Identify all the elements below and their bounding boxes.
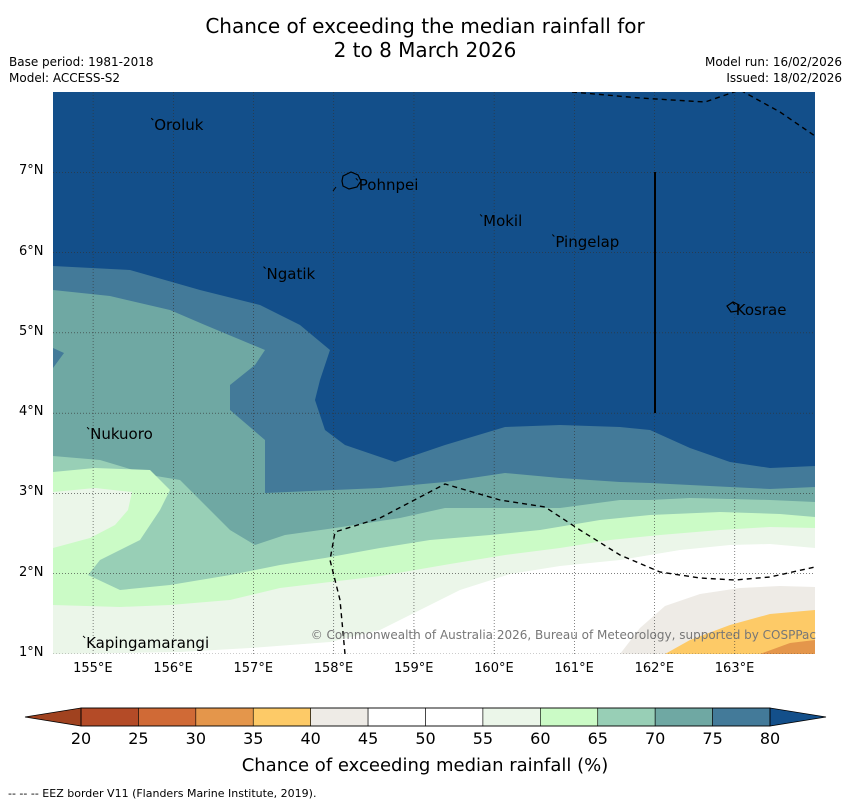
colorbar-cell [425,707,484,727]
band-45-55 [53,544,815,654]
place-label: Oroluk [154,116,204,135]
lon-tick-label: 156°E [153,661,193,676]
place-label: Kapingamarangi [86,633,210,652]
place-label: Pingelap [555,232,620,251]
colorbar-tick: 55 [472,729,494,748]
issued-label: Issued: 18/02/2026 [726,71,842,85]
place-marker [732,302,736,306]
colorbar-cell [310,707,369,727]
lon-tick-label: 158°E [313,661,354,676]
band-55-60-west-pocket [53,488,132,548]
colorbar-tick: 70 [644,729,666,748]
pohnpei-island-icon [341,171,362,190]
pohnpei-offshore-mark [332,186,337,192]
colorbar-frame [80,707,771,727]
colorbar-tick: 20 [70,729,92,748]
lon-tick-label: 162°E [634,661,675,676]
band-30-35 [760,640,815,654]
lon-tick-label: 157°E [233,661,274,676]
base-period-label: Base period: 1981-2018 [9,55,154,69]
colorbar-cell [138,707,197,727]
colorbar-tick: 25 [128,729,149,748]
lon-tick-label: 159°E [393,661,434,676]
lat-tick-label: 7°N [19,163,44,179]
colorbar-cell [654,707,713,727]
colorbar-cell [367,707,426,727]
copyright-notice: © Commonwealth of Australia 2026, Bureau… [310,628,816,642]
place-label: Kosrae [735,300,787,319]
eez-border-north [571,92,815,137]
colorbar [24,707,827,727]
colorbar-cells [80,707,771,727]
colorbar-tick: 65 [587,729,608,748]
lon-tick-label: 161°E [554,661,594,676]
place-marker [86,426,90,430]
place-marker [551,234,555,237]
band-65-70-west-notch [53,348,64,368]
eez-border-south [329,483,815,654]
place-label: Ngatik [266,264,316,283]
place-marker [263,266,266,269]
colorbar-cell [712,707,771,727]
place-marker [355,177,359,181]
place-label: Mokil [483,212,523,231]
place-label: Nukuoro [90,425,153,444]
band-35-40 [665,610,815,654]
rainfall-probability-map [53,92,815,654]
place-marker [150,117,154,121]
lon-tick-label: 155°E [73,661,113,676]
colorbar-tick: 40 [300,729,321,748]
eez-legend-footer: -- -- -- EEZ border V11 (Flanders Marine… [8,787,317,800]
colorbar-tick: 75 [702,729,723,748]
place-markers [82,117,736,639]
place-marker [82,635,86,639]
colorbar-tick: 60 [530,729,551,748]
colorbar-tick: 45 [357,729,379,748]
lat-tick-label: 6°N [19,243,44,259]
model-label: Model: ACCESS-S2 [9,71,121,85]
colorbar-low-extension [24,707,82,727]
colorbar-cell [80,707,139,727]
place-marker [479,214,483,217]
lat-tick-label: 2°N [19,564,44,580]
colorbar-tick: 80 [759,729,781,748]
colorbar-tick: 30 [185,729,206,748]
model-run-label: Model run: 16/02/2026 [704,55,842,69]
lat-tick-label: 3°N [19,484,44,500]
lon-tick-label: 160°E [474,661,514,676]
lat-tick-label: 1°N [19,645,44,660]
lat-tick-label: 5°N [19,323,44,339]
chart-title-line2: 2 to 8 March 2026 [333,38,517,62]
lat-tick-label: 4°N [19,404,44,420]
colorbar-cell [195,707,254,727]
place-label: Pohnpei [358,176,419,195]
colorbar-cell [597,707,656,727]
colorbar-cell [540,707,599,727]
colorbar-tick: 35 [243,729,264,748]
chart-title-line1: Chance of exceeding the median rainfall … [205,14,645,38]
kosrae-island-icon [726,301,740,313]
lon-tick-label: 163°E [714,661,755,676]
colorbar-high-extension [769,707,827,727]
colorbar-cell [482,707,541,727]
colorbar-title: Chance of exceeding median rainfall (%) [241,755,609,776]
colorbar-tick: 50 [415,729,436,748]
colorbar-cell [252,707,311,727]
